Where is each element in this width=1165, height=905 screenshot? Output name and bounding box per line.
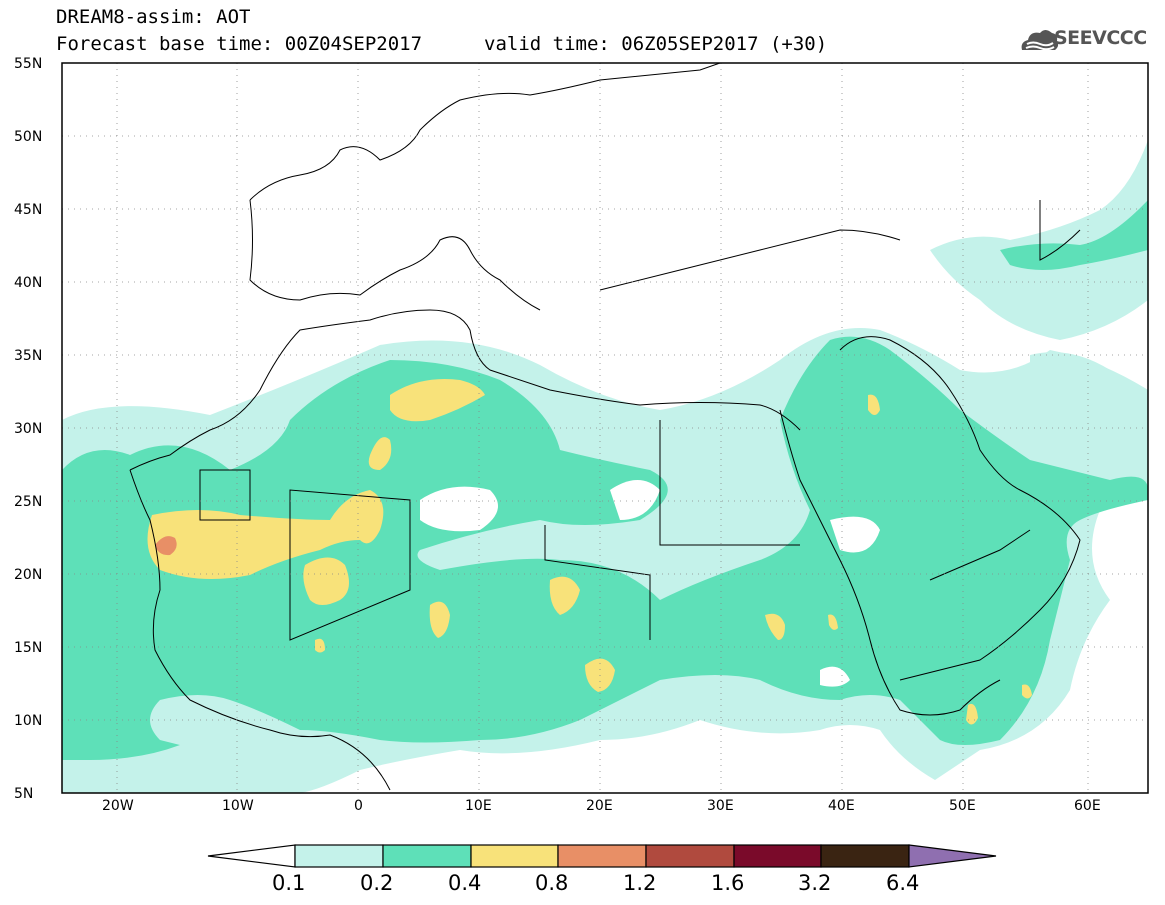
lon-label: 20E	[586, 798, 613, 814]
legend-label: 0.2	[360, 871, 394, 895]
legend-swatch	[470, 844, 559, 868]
aot-band-0.2	[62, 200, 1148, 760]
lat-label: 25N	[14, 494, 43, 510]
legend-swatch	[557, 844, 647, 868]
lat-label: 40N	[14, 275, 43, 291]
plot-frame	[61, 62, 1149, 794]
lat-label: 35N	[14, 348, 43, 364]
valid-time: valid time: 06Z05SEP2017 (+30)	[484, 33, 828, 55]
lat-label: 20N	[14, 567, 43, 583]
legend-label: 1.6	[711, 871, 745, 895]
legend-high-arrow	[908, 844, 997, 868]
forecast-base-time: Forecast base time: 00Z04SEP2017	[56, 33, 423, 55]
lon-label: 60E	[1074, 798, 1101, 814]
legend-label: 0.8	[535, 871, 569, 895]
legend-swatch	[820, 844, 910, 868]
legend-label: 0.1	[272, 871, 306, 895]
aot-band-0.8	[155, 536, 177, 556]
coastlines	[129, 63, 1081, 791]
lon-label: 10W	[222, 798, 254, 814]
legend-label: 1.2	[623, 871, 657, 895]
lat-label: 15N	[14, 640, 43, 656]
lat-label: 55N	[14, 56, 43, 72]
chart-title: DREAM8-assim: AOT	[56, 6, 251, 28]
grid	[62, 63, 1148, 793]
legend-label: 0.4	[448, 871, 482, 895]
legend-label: 3.2	[798, 871, 832, 895]
lon-label: 50E	[949, 798, 976, 814]
lat-label: 30N	[14, 421, 43, 437]
lon-label: 40E	[828, 798, 855, 814]
lon-label: 10E	[465, 798, 492, 814]
lat-label: 5N	[14, 786, 34, 802]
cloud-icon	[1021, 30, 1059, 51]
legend-label: 6.4	[886, 871, 920, 895]
logo-text: SEEVCCC	[1054, 27, 1147, 49]
lat-label: 45N	[14, 202, 43, 218]
legend-swatch	[294, 844, 384, 868]
legend-swatch	[382, 844, 472, 868]
lon-label: 0	[354, 798, 363, 814]
legend-swatch	[733, 844, 822, 868]
lat-label: 10N	[14, 713, 43, 729]
aot-band-0.4	[147, 379, 1032, 725]
lat-label: 50N	[14, 129, 43, 145]
lon-label: 30E	[707, 798, 734, 814]
lon-label: 20W	[102, 798, 134, 814]
legend-low-arrow	[207, 844, 296, 868]
legend-swatch	[645, 844, 735, 868]
